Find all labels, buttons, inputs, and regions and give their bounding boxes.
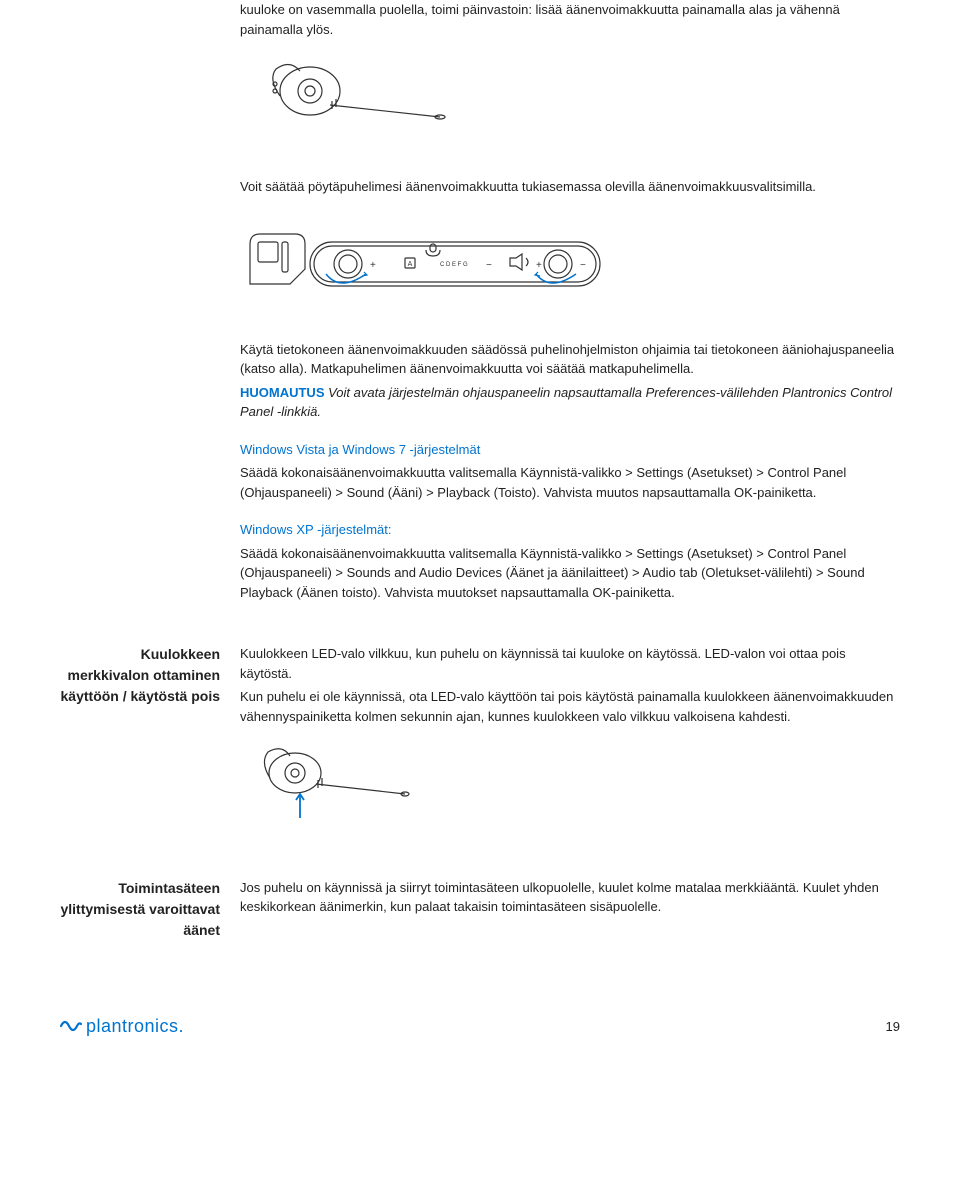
brand-logo: plantronics.	[60, 1013, 184, 1041]
led-section-row: Kuulokkeen merkkivalon ottaminen käyttöö…	[60, 644, 900, 854]
range-paragraph: Jos puhelu on käynnissä ja siirryt toimi…	[240, 878, 900, 917]
note-line: HUOMAUTUS Voit avata järjestelmän ohjaus…	[240, 383, 900, 422]
svg-text:A: A	[408, 261, 413, 268]
svg-text:+: +	[370, 260, 376, 271]
range-heading: Toimintasäteen ylittymisestä varoittavat…	[60, 878, 220, 941]
svg-text:+: +	[536, 260, 542, 271]
led-paragraph-1: Kuulokkeen LED-valo vilkkuu, kun puhelu …	[240, 644, 900, 683]
logo-wave-icon	[60, 1013, 82, 1040]
desk-phone-paragraph: Voit säätää pöytäpuhelimesi äänenvoimakk…	[240, 177, 900, 197]
note-text: Voit avata järjestelmän ohjauspaneelin n…	[240, 385, 892, 420]
intro-row: kuuloke on vasemmalla puolella, toimi pä…	[60, 0, 900, 620]
led-paragraph-2: Kun puhelu ei ole käynnissä, ota LED-val…	[240, 687, 900, 726]
range-section-row: Toimintasäteen ylittymisestä varoittavat…	[60, 878, 900, 941]
computer-volume-paragraph: Käytä tietokoneen äänenvoimakkuuden sääd…	[240, 340, 900, 379]
svg-text:−: −	[486, 260, 492, 271]
headset-illustration-led	[240, 738, 900, 834]
xp-heading: Windows XP -järjestelmät:	[240, 520, 900, 540]
base-station-illustration: A C D E F G + − +	[240, 214, 900, 320]
page-footer: plantronics. 19	[60, 1001, 900, 1041]
headset-illustration-top	[240, 51, 900, 157]
led-heading: Kuulokkeen merkkivalon ottaminen käyttöö…	[60, 644, 220, 707]
svg-text:C D E F G: C D E F G	[440, 262, 468, 268]
vista-text: Säädä kokonaisäänenvoimakkuutta valitsem…	[240, 463, 900, 502]
note-label: HUOMAUTUS	[240, 385, 325, 400]
brand-name: plantronics	[86, 1016, 179, 1036]
page-number: 19	[886, 1017, 900, 1037]
vista-heading: Windows Vista ja Windows 7 -järjestelmät	[240, 440, 900, 460]
xp-text: Säädä kokonaisäänenvoimakkuutta valitsem…	[240, 544, 900, 603]
svg-text:−: −	[580, 260, 586, 271]
intro-paragraph: kuuloke on vasemmalla puolella, toimi pä…	[240, 0, 900, 39]
